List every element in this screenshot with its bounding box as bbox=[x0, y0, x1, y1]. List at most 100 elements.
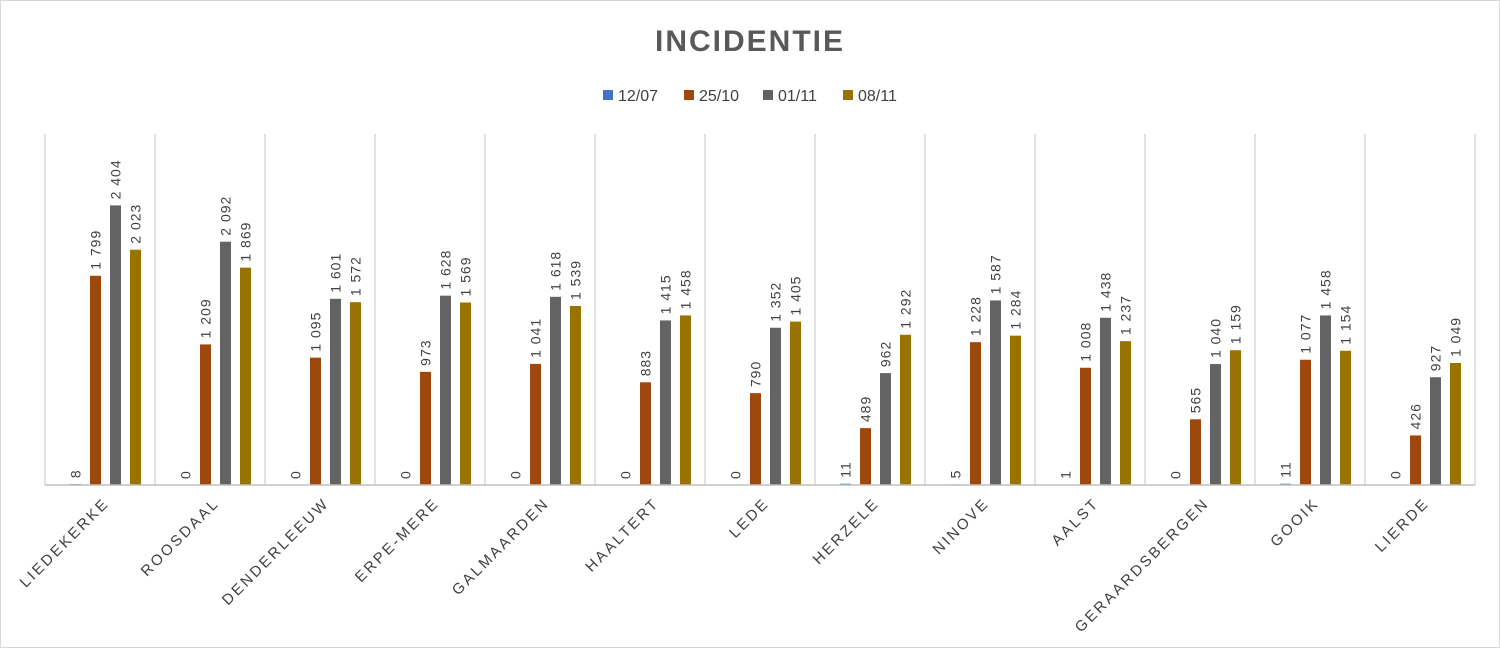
data-label: 1 618 bbox=[548, 251, 564, 291]
data-label: 973 bbox=[418, 339, 434, 365]
bar-01-11-denderleeuw bbox=[330, 298, 341, 485]
bar-25-10-lede bbox=[750, 393, 761, 485]
bar-08-11-geraardsbergen bbox=[1230, 350, 1241, 485]
bar-25-10-galmaarden bbox=[530, 363, 541, 485]
data-label: 1 041 bbox=[528, 318, 544, 358]
legend-label-12-07: 12/07 bbox=[618, 88, 658, 105]
data-label: 1 405 bbox=[788, 276, 804, 316]
bar-08-11-erpe-mere bbox=[460, 302, 471, 485]
data-label: 1 095 bbox=[308, 312, 324, 352]
bar-25-10-liedekerke bbox=[90, 275, 101, 485]
bar-01-11-gooik bbox=[1320, 315, 1331, 485]
data-label: 1 159 bbox=[1228, 304, 1244, 344]
data-label: 1 628 bbox=[438, 250, 454, 290]
bar-08-11-gooik bbox=[1340, 350, 1351, 485]
data-label: 0 bbox=[178, 470, 194, 479]
data-label: 11 bbox=[1278, 461, 1294, 478]
category-label-aalst: AALST bbox=[1048, 495, 1102, 549]
category-gridlines bbox=[44, 134, 1476, 485]
category-label-lierde: LIERDE bbox=[1372, 495, 1433, 556]
bars bbox=[70, 205, 1461, 485]
bar-25-10-aalst bbox=[1080, 367, 1091, 485]
bar-25-10-herzele bbox=[860, 428, 871, 485]
bar-01-11-galmaarden bbox=[550, 296, 561, 485]
data-label: 565 bbox=[1188, 387, 1204, 413]
data-label: 1 869 bbox=[238, 222, 254, 262]
data-label: 2 023 bbox=[128, 204, 144, 244]
data-label: 1 292 bbox=[898, 289, 914, 329]
legend-swatch-08-11 bbox=[843, 90, 853, 100]
data-label: 0 bbox=[728, 470, 744, 479]
bar-08-11-ninove bbox=[1010, 335, 1021, 485]
data-label: 1 569 bbox=[458, 256, 474, 296]
data-label: 1 040 bbox=[1208, 318, 1224, 358]
data-label: 1 237 bbox=[1118, 295, 1134, 335]
data-label: 1 415 bbox=[658, 274, 674, 314]
data-label: 1 008 bbox=[1078, 322, 1094, 362]
bar-08-11-roosdaal bbox=[240, 267, 251, 485]
bar-08-11-lierde bbox=[1450, 363, 1461, 485]
data-label: 1 228 bbox=[968, 296, 984, 336]
category-label-roosdaal: ROOSDAAL bbox=[138, 495, 223, 580]
bar-01-11-ninove bbox=[990, 300, 1001, 485]
data-label: 426 bbox=[1408, 403, 1424, 429]
bar-01-11-aalst bbox=[1100, 317, 1111, 485]
data-label: 883 bbox=[638, 350, 654, 376]
bar-08-11-aalst bbox=[1120, 341, 1131, 485]
category-label-gooik: GOOIK bbox=[1267, 495, 1323, 551]
legend-label-25-10: 25/10 bbox=[699, 88, 739, 105]
category-label-herzele: HERZELE bbox=[810, 495, 883, 568]
bar-01-11-roosdaal bbox=[220, 241, 231, 485]
data-label: 790 bbox=[748, 361, 764, 387]
data-label: 1 587 bbox=[988, 254, 1004, 294]
data-label: 0 bbox=[508, 470, 524, 479]
data-label: 1 572 bbox=[348, 256, 364, 296]
bar-01-11-lede bbox=[770, 327, 781, 485]
data-label: 0 bbox=[1168, 470, 1184, 479]
data-label: 1 bbox=[1058, 470, 1074, 479]
data-label: 0 bbox=[1388, 470, 1404, 479]
data-label: 489 bbox=[858, 396, 874, 422]
bar-08-11-lede bbox=[790, 321, 801, 485]
data-label: 5 bbox=[948, 470, 964, 479]
bar-08-11-herzele bbox=[900, 334, 911, 485]
data-label: 1 601 bbox=[328, 253, 344, 293]
category-label-lede: LEDE bbox=[726, 495, 773, 542]
bar-01-11-geraardsbergen bbox=[1210, 364, 1221, 485]
data-label: 2 404 bbox=[108, 159, 124, 199]
bar-25-10-gooik bbox=[1300, 359, 1311, 485]
data-label: 1 438 bbox=[1098, 272, 1114, 312]
data-label: 1 458 bbox=[678, 269, 694, 309]
bar-25-10-denderleeuw bbox=[310, 357, 321, 485]
data-label: 0 bbox=[618, 470, 634, 479]
data-label: 1 352 bbox=[768, 282, 784, 322]
data-label: 11 bbox=[838, 461, 854, 478]
category-label-haaltert: HAALTERT bbox=[582, 495, 663, 576]
data-label: 962 bbox=[878, 341, 894, 367]
data-label: 2 092 bbox=[218, 196, 234, 236]
bar-01-11-herzele bbox=[880, 373, 891, 485]
data-label: 1 209 bbox=[198, 298, 214, 338]
bar-08-11-haaltert bbox=[680, 315, 691, 485]
data-label: 1 284 bbox=[1008, 290, 1024, 330]
bar-25-10-haaltert bbox=[640, 382, 651, 485]
bar-25-10-geraardsbergen bbox=[1190, 419, 1201, 485]
data-label: 0 bbox=[398, 470, 414, 479]
category-label-erpe-mere: ERPE-MERE bbox=[352, 495, 443, 586]
chart-title: INCIDENTIE bbox=[655, 25, 845, 58]
bar-01-11-lierde bbox=[1430, 377, 1441, 485]
data-label: 0 bbox=[288, 470, 304, 479]
data-label: 1 799 bbox=[88, 230, 104, 270]
bar-25-10-ninove bbox=[970, 342, 981, 485]
bar-08-11-galmaarden bbox=[570, 306, 581, 485]
category-label-liedekerke: LIEDEKERKE bbox=[17, 495, 113, 591]
legend-label-01-11: 01/11 bbox=[778, 88, 817, 105]
bar-01-11-liedekerke bbox=[110, 205, 121, 485]
data-label: 1 539 bbox=[568, 260, 584, 300]
data-label: 8 bbox=[68, 469, 84, 478]
bar-01-11-erpe-mere bbox=[440, 295, 451, 485]
legend-swatch-01-11 bbox=[763, 90, 773, 100]
legend-label-08-11: 08/11 bbox=[858, 88, 897, 105]
